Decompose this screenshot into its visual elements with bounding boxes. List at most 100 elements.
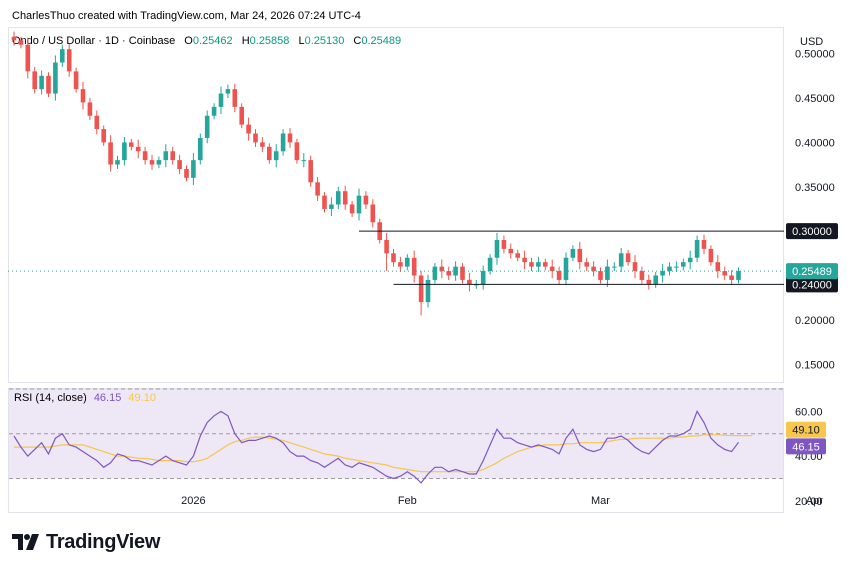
candle-body [225, 89, 231, 94]
x-tick-0: 2026 [181, 495, 205, 507]
y-tick-7: 0.15000 [795, 359, 835, 371]
candle-83 [584, 257, 589, 272]
o-value: 0.25462 [193, 35, 233, 47]
candle-body [239, 106, 244, 125]
candle-body [480, 271, 486, 285]
level-label-text: 0.30000 [792, 226, 832, 238]
candle-body [163, 151, 169, 161]
candle-92 [646, 274, 652, 290]
candle-body [536, 262, 541, 267]
candle-body [563, 257, 569, 280]
candle-body [384, 240, 389, 254]
candle-99 [694, 235, 700, 263]
candle-body [142, 151, 148, 161]
level-label-0: 0.30000 [786, 223, 838, 240]
candle-body [501, 240, 507, 249]
rsi-ma-label: 49.10 [786, 421, 826, 438]
h-value: 0.25858 [250, 35, 290, 47]
x-tick-3: Apr [806, 495, 823, 507]
axis-layer: 0.500000.450000.400000.350000.300000.250… [181, 49, 838, 508]
candle-body [218, 93, 224, 107]
candle-body [336, 191, 341, 205]
candle-22 [163, 144, 169, 168]
candle-body [577, 248, 583, 263]
candle-body [674, 266, 679, 268]
candle-45 [322, 192, 327, 213]
candle-body [356, 195, 362, 214]
candle-49 [349, 200, 355, 217]
candle-24 [177, 154, 182, 175]
candle-21 [156, 156, 162, 169]
candle-12 [94, 110, 100, 135]
candle-body [646, 279, 652, 285]
tradingview-logo: TradingView [12, 530, 160, 554]
candle-body [432, 266, 438, 280]
candle-8 [66, 43, 72, 77]
candle-72 [508, 243, 514, 259]
candle-body [639, 271, 645, 280]
last-price-bg [786, 263, 838, 280]
candle-body [273, 151, 279, 161]
candle-20 [149, 154, 155, 170]
candle-body [122, 142, 127, 161]
candle-26 [191, 153, 196, 185]
candle-60 [425, 274, 431, 308]
candle-body [494, 240, 500, 258]
candle-10 [80, 82, 86, 110]
candle-body [529, 262, 534, 267]
candle-43 [308, 155, 313, 187]
candle-81 [570, 245, 576, 262]
candle-body [598, 271, 603, 280]
symbol-text: Ondo / US Dollar · 1D · Coinbase [12, 35, 175, 47]
candle-body [411, 257, 417, 276]
candle-23 [170, 146, 175, 165]
candle-11 [87, 98, 93, 121]
candle-body [694, 240, 700, 258]
rsi-title: RSI (14, close) [14, 392, 87, 404]
last-price-label: 0.25489 [786, 263, 838, 280]
candle-body [439, 266, 445, 272]
candle-25 [184, 165, 189, 182]
candle-80 [563, 252, 569, 286]
candle-13 [101, 125, 106, 146]
candle-87 [612, 262, 617, 272]
rsi-line [13, 410, 739, 484]
candle-body [329, 204, 334, 209]
candle-body [46, 75, 51, 94]
candle-69 [487, 254, 493, 275]
candle-78 [549, 259, 555, 279]
candle-body [322, 195, 327, 209]
candle-100 [701, 234, 707, 255]
candle-body [32, 71, 37, 90]
candle-61 [432, 263, 438, 284]
candle-body [515, 253, 520, 258]
candle-body [370, 204, 376, 223]
candle-body [156, 160, 162, 165]
candle-body [39, 75, 44, 90]
l-label: L [298, 35, 304, 47]
candle-body [591, 266, 596, 272]
tradingview-logo-icon [12, 534, 39, 550]
candle-95 [667, 262, 672, 276]
rsi-ma-label-text: 49.10 [792, 425, 820, 437]
candle-75 [529, 257, 534, 272]
candle-body [87, 102, 93, 116]
candle-body [570, 248, 576, 258]
candle-42 [301, 153, 307, 168]
y-tick-3: 0.35000 [795, 182, 835, 194]
x-tick-2: Mar [591, 495, 610, 507]
candle-47 [336, 186, 341, 209]
candle-84 [591, 261, 596, 277]
rsi-tick-0: 60.00 [795, 406, 823, 418]
candle-body [467, 279, 472, 285]
candle-body [198, 137, 203, 161]
candle-70 [494, 232, 500, 265]
currency-label: USD [800, 36, 823, 48]
candle-19 [142, 146, 148, 165]
candle-74 [522, 250, 527, 270]
candle-body [660, 271, 665, 276]
candle-65 [460, 263, 465, 284]
candle-body [687, 257, 693, 263]
candle-50 [356, 188, 362, 221]
